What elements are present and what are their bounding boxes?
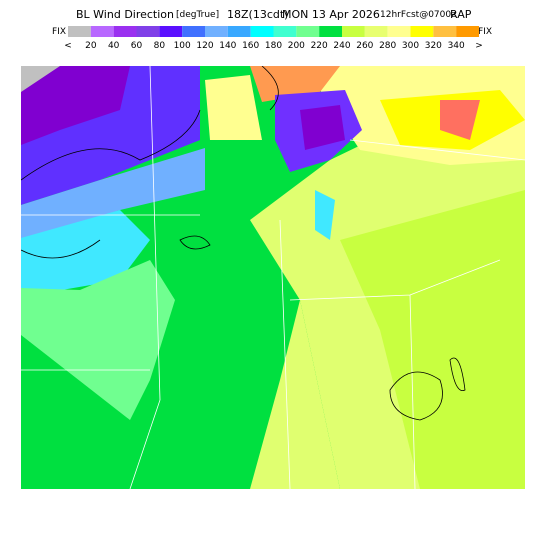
colorbar-label: 20 xyxy=(85,41,97,51)
model: RAP xyxy=(450,8,472,21)
color-swatch xyxy=(342,26,365,37)
color-swatch xyxy=(364,26,388,37)
date: MON 13 Apr 2026 xyxy=(282,8,380,21)
color-swatch xyxy=(205,26,228,37)
time: 18Z(13cdt) xyxy=(227,8,288,21)
colorbar-label: 40 xyxy=(108,41,120,51)
color-swatch xyxy=(113,26,137,37)
forecast: 12hrFcst@0700z xyxy=(380,10,456,20)
color-swatch xyxy=(296,26,320,37)
colorbar-left: FIX xyxy=(52,27,66,37)
colorbar-label: > xyxy=(475,41,483,51)
color-swatch xyxy=(433,26,457,37)
colorbar-right: FIX xyxy=(478,27,492,37)
colorbar-label: < xyxy=(64,41,72,51)
colorbar: <20 40 60 80 100 120 140 160 180 200 220 240 260 280 3… xyxy=(64,26,483,51)
color-swatch xyxy=(182,26,205,37)
colorbar-label: 220 xyxy=(311,41,328,51)
colorbar-label: 260 xyxy=(356,41,373,51)
color-swatch xyxy=(273,26,297,37)
colorbar-label: 60 xyxy=(131,41,143,51)
colorbar-label: 160 xyxy=(242,41,259,51)
color-swatch xyxy=(250,26,274,37)
color-swatch xyxy=(136,26,160,37)
color-swatch xyxy=(68,26,91,37)
colorbar-label: 200 xyxy=(288,41,305,51)
color-swatch xyxy=(159,26,183,37)
colorbar-label: 280 xyxy=(379,41,396,51)
colorbar-label: 100 xyxy=(174,41,191,51)
colorbar-label: 140 xyxy=(219,41,236,51)
color-swatch xyxy=(410,26,434,37)
units: [degTrue] xyxy=(176,10,219,20)
color-swatch xyxy=(387,26,411,37)
color-swatch xyxy=(90,26,114,37)
map xyxy=(21,66,525,489)
colorbar-label: 300 xyxy=(402,41,419,51)
colorbar-label: 240 xyxy=(333,41,350,51)
color-swatch xyxy=(456,26,479,37)
color-swatch xyxy=(319,26,342,37)
title: BL Wind Direction xyxy=(76,8,174,21)
colorbar-label: 340 xyxy=(448,41,465,51)
colorbar-label: 180 xyxy=(265,41,282,51)
colorbar-label: 120 xyxy=(196,41,213,51)
colorbar-label: 320 xyxy=(425,41,442,51)
colorbar-label: 80 xyxy=(154,41,166,51)
color-swatch xyxy=(227,26,251,37)
